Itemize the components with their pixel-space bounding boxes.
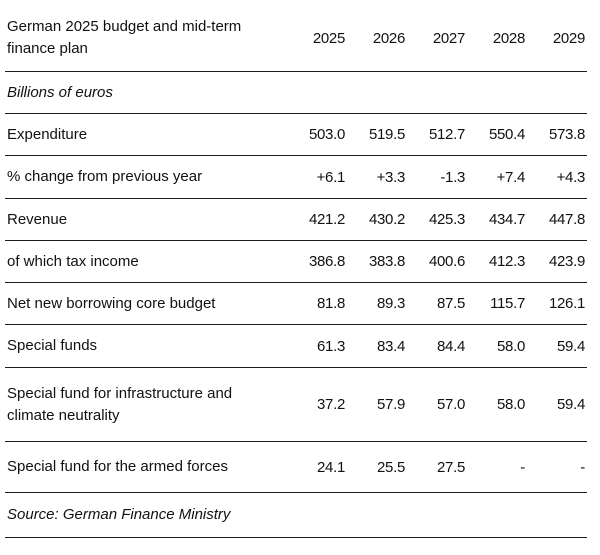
table-cell: 37.2 (317, 396, 345, 413)
table-cell: 425.3 (428, 211, 465, 228)
table-cell: 386.8 (308, 253, 345, 270)
column-header: 2029 (552, 30, 585, 47)
table-cell: 59.4 (557, 337, 585, 355)
table-cell: 421.2 (308, 211, 345, 228)
table-row: Special fund for the armed forces 24.1 25.… (5, 442, 587, 493)
table-cell: 412.3 (488, 253, 525, 270)
table-cell: -1.3 (440, 168, 465, 186)
table-cell: 59.4 (557, 396, 585, 413)
row-label: Expenditure (7, 125, 88, 143)
table-cell: 126.1 (548, 295, 585, 312)
table-row: Special funds 61.3 83.4 84.4 58.0 59.4 (5, 325, 587, 368)
table-cell: 430.2 (368, 211, 405, 228)
table-cell: 573.8 (548, 126, 585, 143)
table-cell: 423.9 (548, 253, 585, 270)
row-label: of which tax income (7, 252, 139, 270)
table-cell: 512.7 (428, 126, 465, 143)
table-row: Net new borrowing core budget 81.8 89.3 87.… (5, 283, 587, 325)
table-cell: 57.9 (377, 396, 405, 413)
table-cell: 383.8 (368, 253, 405, 270)
table-cell: 115.7 (490, 295, 525, 312)
table-cell: 83.4 (377, 337, 405, 355)
column-header: 2026 (372, 30, 405, 47)
table-cell: 503.0 (308, 126, 345, 143)
table-row: Special fund for infrastructure and clim… (5, 368, 587, 442)
header-row: German 2025 budget and mid-term finance … (5, 0, 587, 72)
unit-note: Billions of euros (7, 83, 113, 101)
table-row: Expenditure 503.0 519.5 512.7 550.4 573.8 (5, 114, 587, 156)
table-cell: 61.3 (317, 337, 345, 355)
column-header: 2025 (312, 30, 345, 47)
table-cell: 58.0 (497, 337, 525, 355)
source-note: Source: German Finance Ministry (7, 506, 231, 523)
table-cell: +3.3 (376, 168, 406, 186)
table-cell: 25.5 (377, 458, 405, 476)
table-cell: 57.0 (437, 396, 465, 413)
budget-table: German 2025 budget and mid-term finance … (5, 0, 587, 538)
table-cell: - (580, 458, 585, 476)
row-label: % change from previous year (7, 168, 203, 185)
table-cell: 400.6 (428, 253, 465, 270)
table-cell: 58.0 (497, 396, 525, 413)
table-cell: +4.3 (556, 168, 586, 186)
table-cell: 84.4 (437, 337, 465, 355)
table-cell: 519.5 (368, 126, 405, 143)
row-label: Net new borrowing core budget (7, 294, 216, 312)
table-cell: 434.7 (488, 211, 525, 228)
table-cell: +6.1 (316, 168, 346, 186)
row-label: Special funds (7, 337, 98, 354)
table-row: Revenue 421.2 430.2 425.3 434.7 447.8 (5, 199, 587, 241)
table-title: German 2025 budget and mid-term finance … (7, 18, 242, 57)
table-cell: 89.3 (377, 295, 405, 312)
column-header: 2028 (492, 30, 525, 47)
row-label: Special fund for infrastructure and clim… (7, 384, 233, 424)
source-row: Source: German Finance Ministry (5, 493, 587, 538)
table-row: % change from previous year +6.1 +3.3 -1.3 +… (5, 156, 587, 199)
table-cell: - (520, 458, 525, 476)
table-cell: 27.5 (437, 458, 465, 476)
table-cell: 24.1 (317, 458, 345, 476)
row-label: Special fund for the armed forces (7, 458, 228, 475)
column-header: 2027 (432, 30, 465, 47)
table-cell: 447.8 (548, 211, 585, 228)
unit-row: Billions of euros (5, 72, 587, 114)
table-row: of which tax income 386.8 383.8 400.6 412.3 4… (5, 241, 587, 283)
table-cell: 550.4 (488, 126, 525, 143)
table-cell: 81.8 (317, 295, 345, 312)
table-cell: +7.4 (496, 168, 526, 186)
row-label: Revenue (7, 210, 68, 228)
table-cell: 87.5 (437, 295, 465, 312)
